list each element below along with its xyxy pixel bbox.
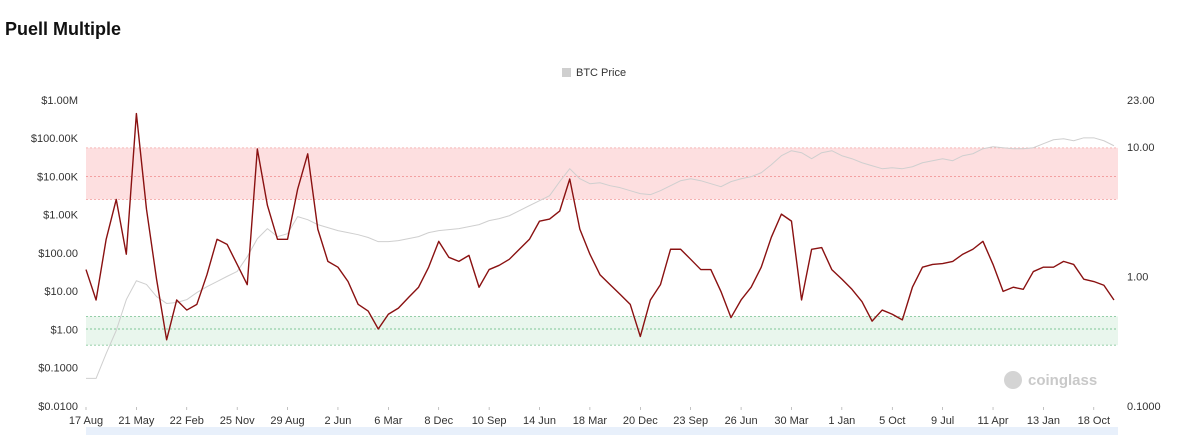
legend-label: BTC Price	[576, 67, 626, 79]
y-tick-label: $0.1000	[38, 363, 78, 375]
y-tick-label: $100.00K	[31, 133, 79, 145]
x-tick-label: 25 Nov	[220, 415, 255, 427]
y-tick-label: $0.0100	[38, 401, 78, 413]
x-tick-label: 20 Dec	[623, 415, 658, 427]
x-tick-label: 8 Dec	[424, 415, 453, 427]
series-line	[86, 137, 1115, 379]
x-tick-label: 2 Jun	[324, 415, 351, 427]
watermark: coinglass	[1004, 371, 1097, 389]
watermark-text: coinglass	[1028, 372, 1097, 389]
y-tick-label: $1.00	[50, 324, 78, 336]
chart-title: Puell Multiple	[5, 19, 121, 39]
y-tick-label: $10.00	[44, 286, 78, 298]
y-tick-label: $1.00M	[41, 95, 78, 107]
y-tick-label: $1.00K	[43, 210, 79, 222]
zoom-bar[interactable]	[86, 427, 1118, 435]
x-tick-label: 30 Mar	[774, 415, 809, 427]
series-line	[85, 112, 1115, 341]
x-tick-label: 11 Apr	[978, 415, 1009, 427]
x-tick-label: 21 May	[118, 415, 155, 427]
x-tick-label: 14 Jun	[523, 415, 556, 427]
x-tick-label: 5 Oct	[879, 415, 905, 427]
y2-tick-label: 1.00	[1127, 271, 1148, 283]
x-tick-label: 9 Jul	[931, 415, 954, 427]
x-tick-label: 26 Jun	[725, 415, 758, 427]
y-tick-label: $10.00K	[37, 171, 79, 183]
legend-swatch	[562, 68, 571, 77]
x-tick-label: 1 Jan	[828, 415, 855, 427]
x-tick-label: 22 Feb	[170, 415, 204, 427]
x-tick-label: 10 Sep	[472, 415, 507, 427]
x-tick-label: 23 Sep	[673, 415, 708, 427]
y2-tick-label: 0.1000	[1127, 401, 1161, 413]
x-tick-label: 29 Aug	[270, 415, 304, 427]
y2-tick-label: 23.00	[1127, 95, 1155, 107]
x-tick-label: 18 Mar	[573, 415, 608, 427]
watermark-icon	[1004, 371, 1022, 389]
legend-item[interactable]: BTC Price	[562, 67, 626, 79]
x-tick-label: 18 Oct	[1078, 415, 1110, 427]
x-tick-label: 17 Aug	[69, 415, 103, 427]
band	[86, 316, 1118, 346]
y-tick-label: $100.00	[38, 248, 78, 260]
y2-tick-label: 10.00	[1127, 142, 1155, 154]
x-tick-label: 6 Mar	[374, 415, 402, 427]
x-tick-label: 13 Jan	[1027, 415, 1060, 427]
